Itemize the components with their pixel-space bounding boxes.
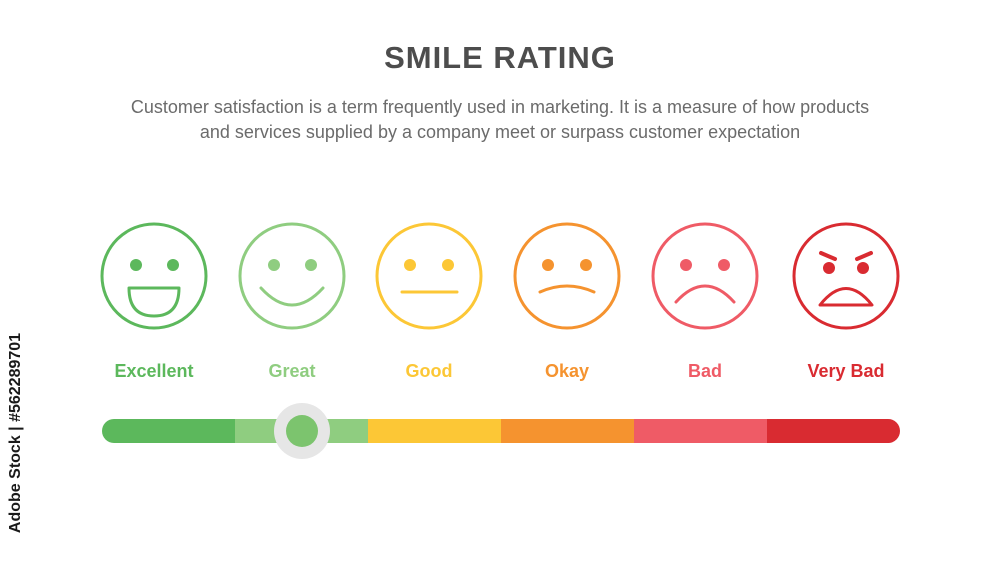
slider-segment-very-bad[interactable]: [767, 419, 900, 443]
neutral-face-icon[interactable]: [375, 222, 483, 330]
rating-label-excellent: Excellent: [114, 361, 194, 381]
rating-label-bad: Bad: [687, 361, 722, 381]
rating-label-good: Good: [405, 361, 453, 381]
rating-label-very-bad: Very Bad: [807, 361, 885, 381]
slider-handle[interactable]: [273, 403, 330, 459]
slight-frown-face-icon[interactable]: [513, 222, 621, 330]
stock-watermark: Adobe Stock | #562289701: [7, 332, 25, 533]
subtitle-line-1: Customer satisfaction is a term frequent…: [130, 97, 870, 117]
slider-segment-excellent[interactable]: [102, 419, 235, 443]
slider-segment-good[interactable]: [368, 419, 501, 443]
slider-handle-center: [285, 415, 318, 447]
grin-face-icon[interactable]: [100, 222, 208, 330]
rating-slider-track[interactable]: [102, 419, 900, 443]
subtitle-line-2: and services supplied by a company meet …: [199, 122, 801, 142]
rating-label-okay: Okay: [544, 361, 590, 381]
slider-segment-bad[interactable]: [634, 419, 767, 443]
rating-label-great: Great: [268, 361, 316, 381]
page-subtitle: Customer satisfaction is a term frequent…: [60, 95, 940, 145]
smile-face-icon[interactable]: [238, 222, 346, 330]
angry-face-icon[interactable]: [792, 222, 900, 330]
slider-segment-okay[interactable]: [501, 419, 634, 443]
page-title: SMILE RATING: [384, 40, 616, 75]
frown-face-icon[interactable]: [651, 222, 759, 330]
